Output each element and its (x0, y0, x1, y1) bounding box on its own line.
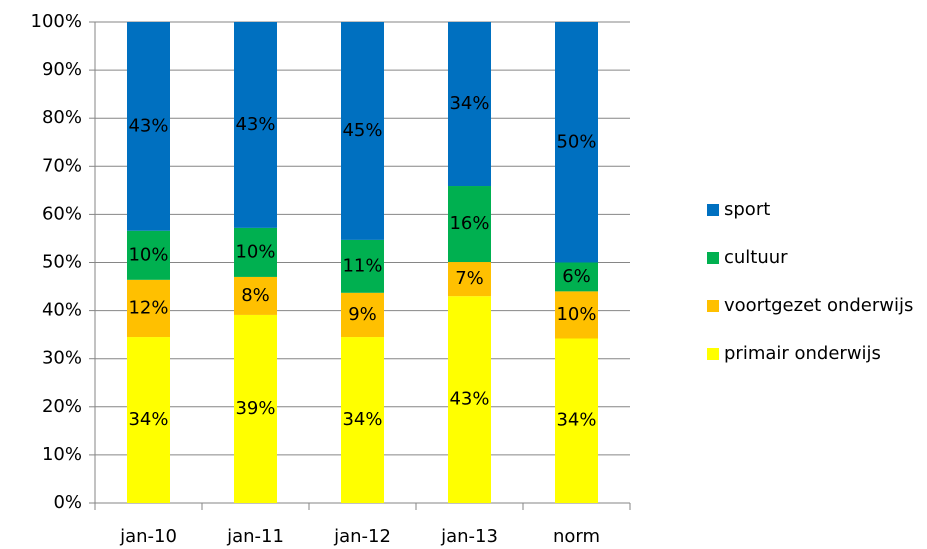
x-tick-label: jan-12 (333, 526, 391, 547)
y-tick-label: 50% (42, 252, 82, 273)
bar-segment (127, 22, 170, 231)
legend-swatch (707, 252, 719, 264)
bar-segment (234, 227, 277, 277)
bar-segment (127, 337, 170, 503)
y-tick-label: 80% (42, 107, 82, 128)
y-tick-label: 10% (42, 444, 82, 465)
data-label: 7% (455, 268, 484, 289)
data-label: 43% (449, 389, 489, 410)
y-tick-label: 20% (42, 396, 82, 417)
bar-segment (448, 186, 491, 263)
data-label: 10% (235, 241, 275, 262)
data-label: 45% (342, 120, 382, 141)
y-tick-label: 30% (42, 348, 82, 369)
bar-segment (555, 291, 598, 339)
data-label: 34% (128, 409, 168, 430)
bar-segment (448, 296, 491, 503)
bar-segment (555, 22, 598, 263)
data-label: 34% (449, 93, 489, 114)
bar-segment (448, 22, 491, 187)
legend-swatch (707, 300, 719, 312)
bar-segment (341, 22, 384, 240)
x-tick-label: norm (553, 526, 600, 547)
bar-segment (127, 279, 170, 338)
data-label: 12% (128, 297, 168, 318)
x-tick-label: jan-13 (440, 526, 498, 547)
data-label: 8% (241, 285, 270, 306)
y-tick-label: 40% (42, 300, 82, 321)
y-tick-label: 100% (31, 11, 82, 32)
data-label: 10% (556, 304, 596, 325)
bar-segment (341, 292, 384, 338)
data-label: 43% (128, 115, 168, 136)
data-label: 11% (342, 255, 382, 276)
data-label: 10% (128, 244, 168, 265)
y-tick-label: 60% (42, 203, 82, 224)
y-tick-label: 90% (42, 59, 82, 80)
data-label: 6% (562, 266, 591, 287)
bar-segment (341, 337, 384, 503)
data-label: 16% (449, 213, 489, 234)
data-label: 39% (235, 398, 275, 419)
bar-segment (127, 230, 170, 280)
bar-segment (448, 262, 491, 297)
bar-segment (234, 314, 277, 503)
bar-segment (555, 338, 598, 503)
bar-segment (234, 276, 277, 315)
x-tick-label: jan-10 (119, 526, 177, 547)
y-tick-label: 70% (42, 155, 82, 176)
legend-swatch (707, 204, 719, 216)
legend-swatch (707, 348, 719, 360)
bar-segment (234, 22, 277, 228)
y-tick-label: 0% (53, 492, 82, 513)
bar-segment (341, 239, 384, 293)
bar-segment (555, 262, 598, 292)
legend-label: sport (724, 199, 770, 220)
data-label: 9% (348, 304, 377, 325)
data-label: 34% (556, 410, 596, 431)
x-tick-label: jan-11 (226, 526, 284, 547)
legend-label: cultuur (724, 247, 788, 268)
data-label: 43% (235, 114, 275, 135)
legend-label: voortgezet onderwijs (724, 295, 913, 316)
data-label: 50% (556, 131, 596, 152)
data-label: 34% (342, 409, 382, 430)
legend-label: primair onderwijs (724, 343, 881, 364)
